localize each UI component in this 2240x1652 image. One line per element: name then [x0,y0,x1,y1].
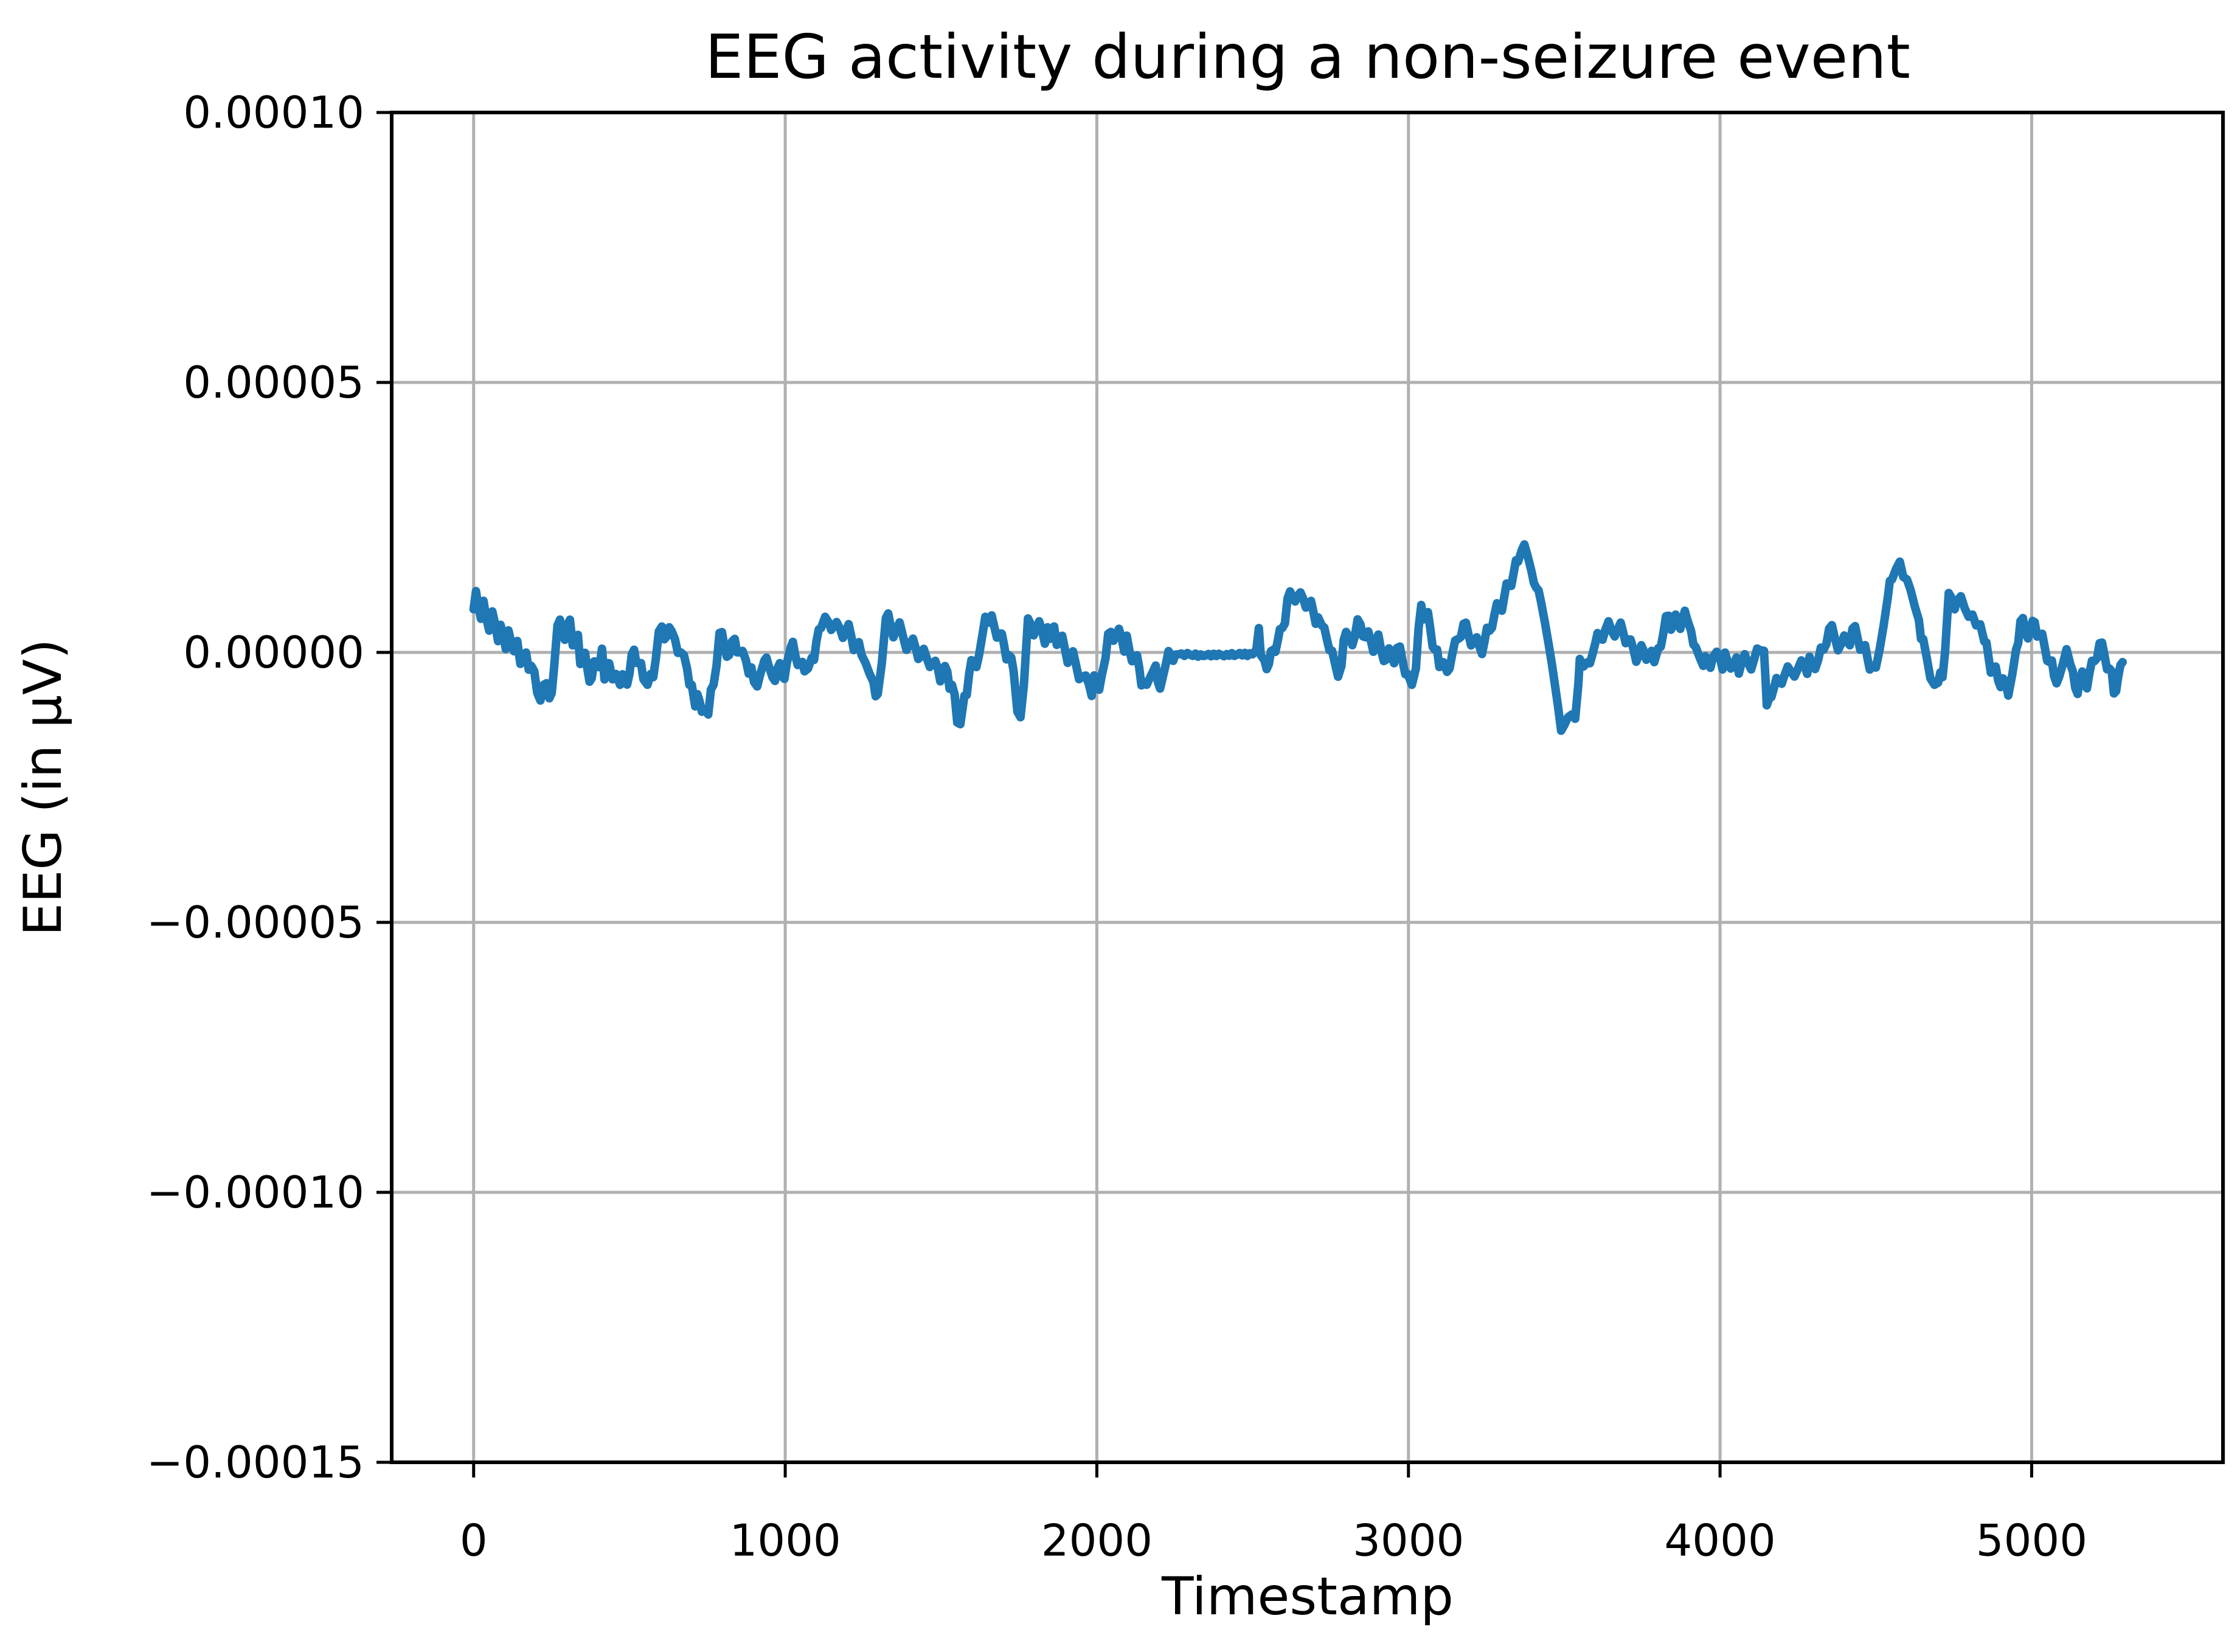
chart-title: EEG activity during a non-seizure event [705,21,1910,92]
x-tick-label: 4000 [1664,1515,1775,1566]
x-tick-label: 5000 [1976,1515,2087,1566]
plot-frame [390,111,2225,1464]
x-axis-label: Timestamp [1161,1566,1454,1627]
eeg-series-line [469,540,2127,735]
y-axis-label: EEG (in μV) [13,638,74,936]
y-tick-label: −0.00015 [147,1437,364,1488]
axis-ticks [376,111,2033,1477]
y-tick-label: 0.00010 [183,87,364,138]
y-tick-label: −0.00010 [147,1167,364,1218]
x-tick-label: 2000 [1041,1515,1153,1566]
y-tick-label: 0.00005 [183,357,364,408]
x-tick-label: 1000 [729,1515,841,1566]
x-tick-label: 0 [460,1515,488,1566]
y-tick-label: 0.00000 [183,627,364,678]
y-tick-label: −0.00005 [147,897,364,948]
x-tick-label: 3000 [1353,1515,1464,1566]
axis-tick-labels: 0 1000 2000 3000 4000 5000 0.00010 0.00005 0.000… [147,87,2087,1566]
